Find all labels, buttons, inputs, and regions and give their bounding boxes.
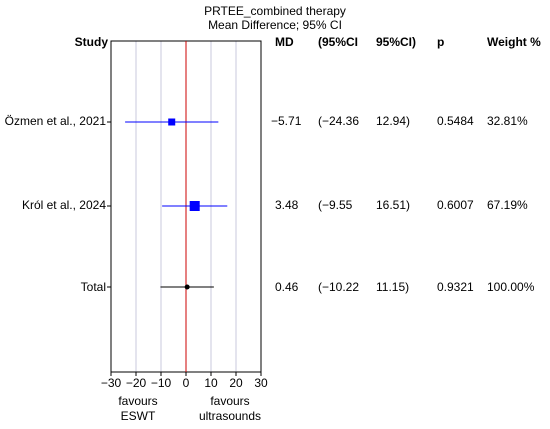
col-header-md: MD: [275, 35, 294, 49]
p-value: 0.6007: [437, 198, 474, 212]
weight-value: 67.19%: [487, 198, 528, 212]
x-tick-label: 0: [183, 376, 190, 390]
x-tick-label: −20: [126, 376, 147, 390]
x-tick-label: 20: [229, 376, 243, 390]
favours-left-line2: ESWT: [120, 409, 156, 423]
x-tick-label: −10: [151, 376, 172, 390]
p-value: 0.5484: [437, 114, 474, 128]
ci-high-value: 16.51): [376, 198, 411, 212]
p-value: 0.9321: [437, 280, 474, 294]
study-label-total: Total: [80, 280, 106, 294]
x-tick-label: −30: [101, 376, 122, 390]
x-tick-label: 10: [204, 376, 218, 390]
col-header-p: p: [437, 35, 445, 49]
favours-right-line2: ultrasounds: [198, 409, 262, 423]
weight-value: 32.81%: [487, 114, 528, 128]
point-estimate-marker: [189, 201, 200, 211]
point-estimate-marker: [168, 118, 176, 126]
study-label: Król et al., 2024: [21, 198, 106, 212]
col-header-ci-low: (95%CI: [318, 35, 359, 49]
chart-title: PRTEE_combined therapy: [204, 4, 346, 18]
ci-high-value: 11.15): [376, 280, 410, 294]
col-header-study: Study: [74, 35, 108, 49]
favours-right-line1: favours: [210, 394, 250, 408]
col-header-weight: Weight %: [487, 35, 541, 49]
favours-left-line1: favours: [118, 394, 158, 408]
point-estimate-marker: [184, 284, 190, 290]
col-header-ci-high: 95%CI): [376, 35, 417, 49]
ci-low-value: (−10.22: [318, 280, 360, 294]
chart-subtitle: Mean Difference; 95% CI: [208, 18, 342, 32]
md-value: 3.48: [275, 198, 299, 212]
md-value: −5.71: [271, 114, 302, 128]
md-value: 0.46: [275, 280, 299, 294]
ci-low-value: (−9.55: [318, 198, 353, 212]
study-label: Özmen et al., 2021: [4, 114, 106, 128]
ci-high-value: 12.94): [376, 114, 411, 128]
weight-value: 100.00%: [487, 280, 535, 294]
ci-low-value: (−24.36: [318, 114, 360, 128]
x-tick-label: 30: [254, 376, 268, 390]
